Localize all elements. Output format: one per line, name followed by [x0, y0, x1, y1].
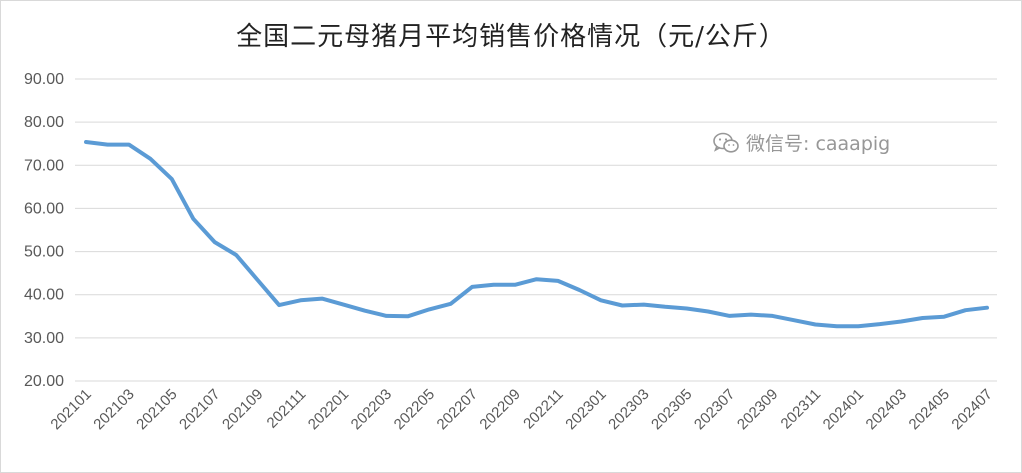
y-tick-label: 60.00 — [24, 200, 64, 217]
x-tick-label: 202407 — [948, 386, 995, 433]
x-tick-label: 202205 — [391, 386, 438, 433]
watermark: 微信号: caaapig — [712, 129, 890, 156]
x-tick-label: 202405 — [906, 386, 953, 433]
x-tick-label: 202305 — [648, 386, 695, 433]
y-tick-label: 40.00 — [24, 287, 64, 304]
chart-title: 全国二元母猪月平均销售价格情况（元/公斤） — [236, 22, 786, 52]
x-tick-label: 202103 — [90, 386, 137, 433]
y-tick-label: 70.00 — [24, 157, 64, 174]
x-tick-label: 202403 — [863, 386, 910, 433]
x-tick-label: 202307 — [691, 386, 738, 433]
x-tick-label: 202107 — [176, 386, 223, 433]
x-tick-label: 202109 — [219, 386, 266, 433]
x-tick-label: 202209 — [476, 386, 523, 433]
x-tick-label: 202311 — [778, 386, 825, 433]
y-tick-label: 80.00 — [24, 114, 64, 131]
x-tick-label: 202211 — [520, 386, 567, 433]
watermark-text: 微信号: caaapig — [746, 133, 891, 155]
y-tick-label: 20.00 — [24, 373, 64, 390]
x-tick-label: 202401 — [820, 386, 867, 433]
x-tick-label: 202303 — [605, 386, 652, 433]
x-tick-label: 202301 — [562, 386, 609, 433]
x-tick-label: 202203 — [348, 386, 395, 433]
x-tick-label: 202309 — [734, 386, 781, 433]
x-tick-label: 202111 — [264, 386, 310, 432]
y-tick-label: 30.00 — [24, 330, 64, 347]
y-tick-label: 90.00 — [24, 71, 64, 88]
wechat-icon — [713, 132, 739, 153]
y-tick-label: 50.00 — [24, 244, 64, 261]
x-tick-label: 202207 — [434, 386, 481, 433]
x-tick-label: 202201 — [305, 386, 352, 433]
series-line — [84, 140, 989, 329]
x-tick-label: 202101 — [47, 386, 94, 433]
x-tick-label: 202105 — [133, 386, 180, 433]
